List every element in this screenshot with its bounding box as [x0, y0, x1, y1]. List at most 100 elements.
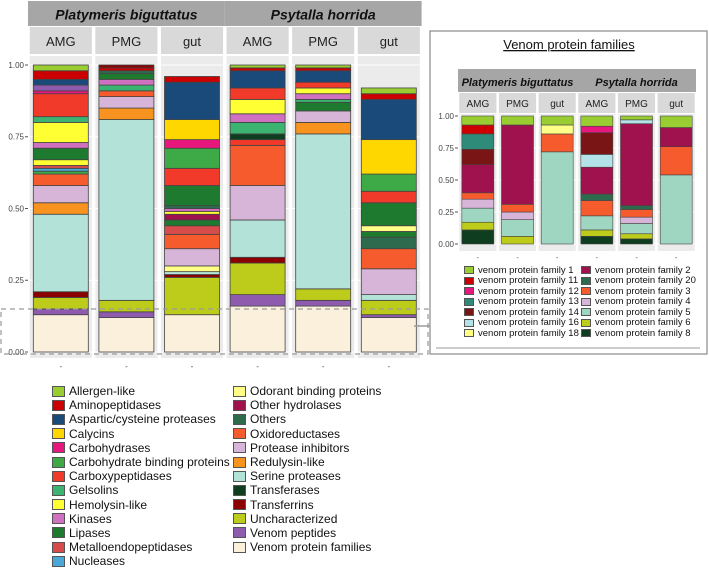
legend-label: Gelsolins: [69, 483, 119, 498]
bar-segment-protease-inhibitors: [360, 268, 417, 295]
sample-label-gut: gut: [550, 99, 564, 110]
legend-swatch: [464, 297, 474, 306]
legend-swatch: [581, 318, 591, 327]
species-label-platymeris-biguttatus: Platymeris biguttatus: [55, 7, 198, 23]
legend-swatch: [464, 318, 474, 327]
bar-segment-venom-protein-family-2: [501, 124, 534, 205]
bar-segment-venom-protein-family-5: [659, 174, 693, 245]
main-legend-column-1: Allergen-like Aminopeptidases Aspartic/cys…: [52, 384, 230, 568]
legend-item-kinases: Kinases: [52, 512, 230, 526]
main-legend-column-2: Odorant binding proteins Other hydrolases…: [233, 384, 381, 554]
legend-item-venom-protein-family-5: venom protein family 5: [581, 307, 696, 318]
bar-segment-kinases: [98, 78, 155, 86]
bar-segment-oxidoreductases: [360, 248, 417, 270]
bar-segment-venom-protein-family-3: [461, 192, 495, 200]
sample-label-amg: AMG: [243, 34, 273, 49]
bar-segment-carboxypeptidases: [229, 87, 286, 100]
bar-segment-carbohydrate-binding-proteins: [32, 170, 89, 175]
bar-segment-aspartic-cysteine-proteases: [164, 81, 220, 120]
legend-item-venom-protein-family-1: venom protein family 1: [464, 265, 579, 276]
bar-segment-allergen-like: [360, 87, 417, 95]
bar-segment-aspartic-cysteine-proteases: [360, 99, 417, 141]
sample-strip-platymeris-biguttatus-amg: [459, 93, 497, 113]
bar-segment-oxidoreductases: [229, 144, 286, 186]
legend-label: Transferases: [250, 483, 320, 498]
sample-label-gut: gut: [669, 99, 683, 110]
legend-item-venom-protein-family-2: venom protein family 2: [581, 265, 696, 276]
inset-stacked-bar-chart: Platymeris biguttatus Psytalla horrida AMG…: [438, 69, 697, 262]
species-strip-platymeris-biguttatus: [28, 1, 225, 26]
bar-segment-aspartic-cysteine-proteases: [32, 78, 89, 86]
bar-segment-venom-protein-family-12: [580, 125, 614, 133]
legend-item-venom-peptides: Venom peptides: [233, 526, 381, 540]
bar-segment-protease-inhibitors: [295, 110, 352, 123]
y-tick-label: 0.75: [438, 144, 454, 153]
bar-segment-venom-peptides: [229, 294, 286, 307]
bar-segment-venom-protein-family-6: [461, 221, 495, 231]
sample-strip-psytalla-horrida-amg: [578, 93, 616, 113]
legend-item-aminopeptidases: Aminopeptidases: [52, 398, 230, 412]
bar-segment-other-hydrolases: [164, 213, 220, 221]
legend-item-venom-protein-family-11: venom protein family 11: [464, 275, 579, 286]
bar-segment-aspartic-cysteine-proteases: [229, 70, 286, 89]
legend-label: Protease inhibitors: [250, 440, 350, 455]
bar-segment-transferrins: [164, 274, 220, 278]
bar-segment-venom-protein-family-5: [580, 215, 614, 231]
legend-item-lipases: Lipases: [52, 526, 230, 540]
legend-swatch: [581, 308, 591, 317]
legend-swatch: [233, 428, 246, 440]
legend-swatch: [464, 329, 474, 338]
bar-segment-serine-proteases: [98, 119, 155, 301]
bar-segment-venom-protein-family-8: [620, 238, 653, 245]
species-strip-psytalla-horrida: [577, 69, 697, 92]
sample-strip-psytalla-horrida-gut: [357, 27, 420, 54]
bar-segment-hemolysin-like: [32, 159, 89, 166]
legend-label: venom protein family 13: [478, 296, 579, 308]
legend-label: Allergen-like: [69, 384, 136, 399]
bar-segment-oxidoreductases: [98, 90, 155, 97]
bar-segment-transferases: [229, 133, 286, 141]
bar-segment-odorant-binding-proteins: [360, 225, 417, 232]
bar-segment-venom-protein-family-16: [580, 154, 614, 168]
legend-item-aspartic-cysteine-proteases: Aspartic/cysteine proteases: [52, 412, 230, 426]
bar-segment-venom-protein-family-1: [501, 115, 534, 126]
bar-segment-venom-protein-families: [98, 317, 155, 353]
legend-label: Lipases: [69, 525, 111, 540]
legend-swatch: [464, 308, 474, 317]
legend-item-venom-protein-family-16: venom protein family 16: [464, 317, 579, 328]
legend-label: Carbohydrases: [69, 440, 151, 455]
bar-segment-hemolysin-like: [229, 99, 286, 115]
bar-segment-venom-peptides: [98, 311, 155, 318]
legend-item-nucleases: Nucleases: [52, 554, 230, 568]
sample-label-amg: AMG: [585, 99, 608, 110]
zoom-highlight-box: [0, 308, 429, 355]
legend-label: Hemolysin-like: [69, 497, 148, 512]
legend-swatch: [233, 513, 246, 525]
legend-swatch: [52, 456, 65, 468]
legend-swatch: [52, 513, 65, 525]
bar-segment-serine-proteases: [360, 294, 417, 301]
legend-label: Carboxypeptidases: [69, 469, 172, 484]
bar-segment-odorant-binding-proteins: [164, 265, 220, 273]
y-tick-label: 0.50: [8, 204, 24, 213]
x-tick-label: -: [191, 362, 194, 371]
bar-segment-gelsolins: [229, 122, 286, 135]
bar-segment-hemolysin-like: [32, 122, 89, 143]
inset-legend-column-1: venom protein family 1 venom protein fami…: [464, 265, 579, 339]
bar-segment-venom-protein-family-4: [461, 198, 495, 209]
bar-segment-venom-protein-family-3: [580, 200, 614, 217]
x-tick-label: -: [556, 255, 559, 262]
bar-segment-venom-protein-family-2: [659, 127, 693, 148]
legend-swatch: [52, 541, 65, 553]
legend-item-metalloendopeptidases: Metalloendopeptidases: [52, 540, 230, 554]
x-tick-label: -: [596, 255, 599, 262]
sample-label-pmg: PMG: [308, 34, 338, 49]
sample-label-gut: gut: [183, 34, 201, 49]
bar-segment-oxidoreductases: [164, 233, 220, 250]
legend-item-venom-protein-family-14: venom protein family 14: [464, 307, 579, 318]
legend-item-carbohydrate-binding-proteins: Carbohydrate binding proteins: [52, 455, 230, 469]
bar-segment-transferrins: [229, 256, 286, 264]
legend-label: Aminopeptidases: [69, 398, 162, 413]
bar-segment-venom-protein-family-5: [501, 219, 534, 237]
